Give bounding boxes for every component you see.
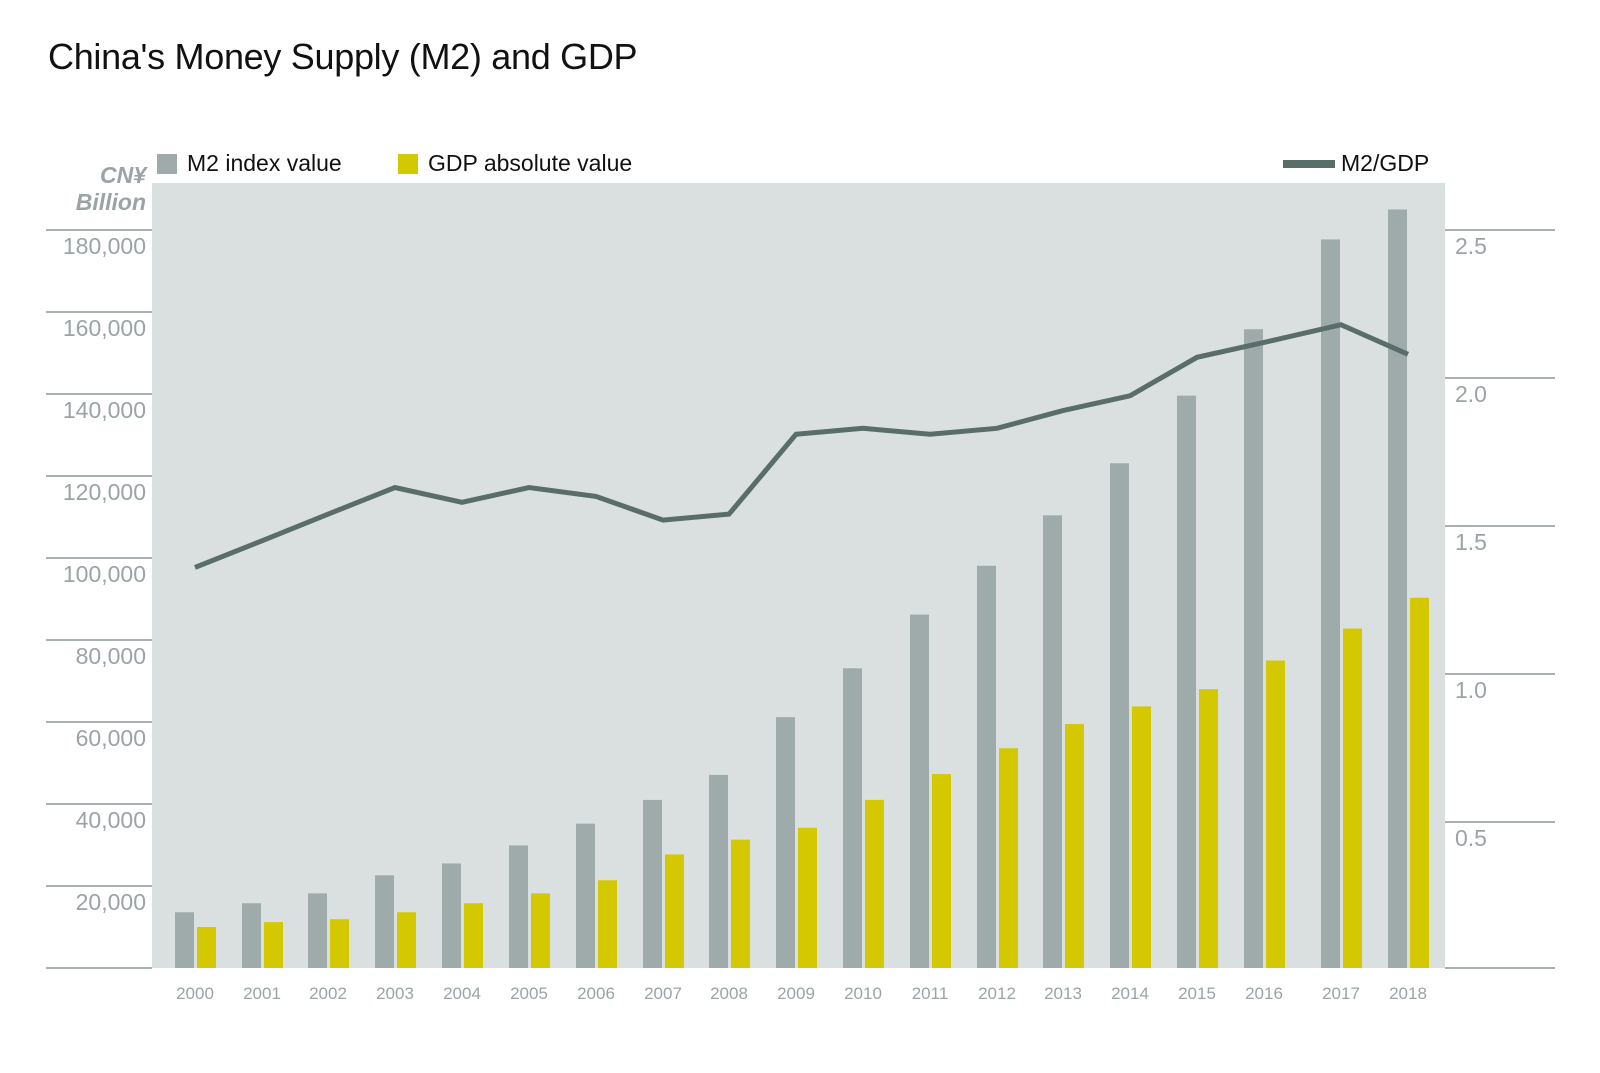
left-tick-label: 180,000 (63, 233, 146, 259)
m2-bar (1388, 209, 1407, 968)
chart-title: China's Money Supply (M2) and GDP (48, 36, 638, 77)
m2-bar (709, 774, 728, 968)
legend-item-gdp: GDP absolute value (398, 150, 632, 177)
m2-bar (175, 912, 194, 968)
x-tick-label: 2006 (577, 984, 615, 1003)
m2-bar (242, 903, 261, 968)
gdp-bar (1132, 706, 1151, 968)
gdp-bar (1266, 660, 1285, 968)
x-tick-label: 2010 (844, 984, 882, 1003)
m2-bar (1244, 329, 1263, 969)
x-tick-label: 2005 (510, 984, 548, 1003)
x-tick-label: 2004 (443, 984, 481, 1003)
m2-bar (776, 717, 795, 968)
m2-bar (442, 863, 461, 968)
gdp-bar (999, 748, 1018, 968)
left-tick-label: 140,000 (63, 397, 146, 423)
gdp-bar (598, 880, 617, 968)
legend-label: M2 index value (187, 150, 342, 176)
x-tick-label: 2003 (376, 984, 414, 1003)
gdp-bar (330, 919, 349, 968)
m2-bar (843, 668, 862, 968)
ratio-swatch (1283, 159, 1335, 168)
x-tick-label: 2017 (1322, 984, 1360, 1003)
x-tick-label: 2002 (309, 984, 347, 1003)
m2-bar (977, 565, 996, 968)
right-tick-label: 0.5 (1455, 825, 1487, 851)
gdp-bar (665, 854, 684, 968)
m2-bar (1177, 395, 1196, 968)
x-tick-label: 2011 (912, 984, 949, 1003)
x-tick-label: 2009 (777, 984, 815, 1003)
gdp-bar (932, 774, 951, 968)
m2-bar (910, 614, 929, 968)
left-tick-label: 40,000 (76, 807, 146, 833)
x-tick-label: 2000 (176, 984, 214, 1003)
x-tick-label: 2008 (710, 984, 748, 1003)
m2-bar (1321, 239, 1340, 968)
gdp-bar (1410, 597, 1429, 968)
gdp-bar (865, 799, 884, 968)
x-tick-label: 2001 (243, 984, 281, 1003)
left-tick-label: 160,000 (63, 315, 146, 341)
m2-swatch (157, 153, 177, 174)
left-tick-label: 20,000 (76, 889, 146, 915)
gdp-bar (464, 903, 483, 968)
m2-bar (308, 893, 327, 968)
x-tick-label: 2007 (644, 984, 682, 1003)
gdp-bar (1065, 724, 1084, 968)
legend-label: M2/GDP (1341, 150, 1430, 176)
gdp-bar (397, 912, 416, 968)
x-tick-label: 2013 (1044, 984, 1082, 1003)
gdp-bar (531, 893, 550, 968)
legend-label: GDP absolute value (428, 150, 633, 176)
right-tick-label: 2.5 (1455, 233, 1487, 259)
x-tick-label: 2016 (1245, 984, 1283, 1003)
m2-bar (643, 799, 662, 968)
x-tick-label: 2018 (1389, 984, 1427, 1003)
legend-item-m2: M2 index value (157, 150, 342, 177)
right-tick-label: 2.0 (1455, 381, 1487, 407)
m2-bar (1110, 463, 1129, 968)
left-tick-label: 100,000 (63, 561, 146, 587)
gdp-bar (264, 922, 283, 968)
left-axis-unit-label: CN¥ Billion (75, 162, 146, 215)
x-tick-label: 2015 (1178, 984, 1216, 1003)
gdp-bar (1343, 628, 1362, 968)
right-tick-label: 1.5 (1455, 529, 1487, 555)
gdp-swatch (398, 153, 418, 174)
m2-bar (509, 845, 528, 968)
gdp-bar (731, 839, 750, 968)
m2-bar (375, 875, 394, 968)
x-tick-label: 2014 (1111, 984, 1149, 1003)
legend-item-ratio: M2/GDP (1283, 150, 1429, 177)
x-tick-label: 2012 (978, 984, 1016, 1003)
gdp-bar (1199, 689, 1218, 968)
gdp-bar (197, 927, 216, 968)
right-tick-label: 1.0 (1455, 677, 1487, 703)
left-tick-label: 120,000 (63, 479, 146, 505)
m2-bar (1043, 515, 1062, 968)
left-tick-label: 60,000 (76, 725, 146, 751)
left-tick-label: 80,000 (76, 643, 146, 669)
m2-bar (576, 823, 595, 968)
gdp-bar (798, 827, 817, 968)
